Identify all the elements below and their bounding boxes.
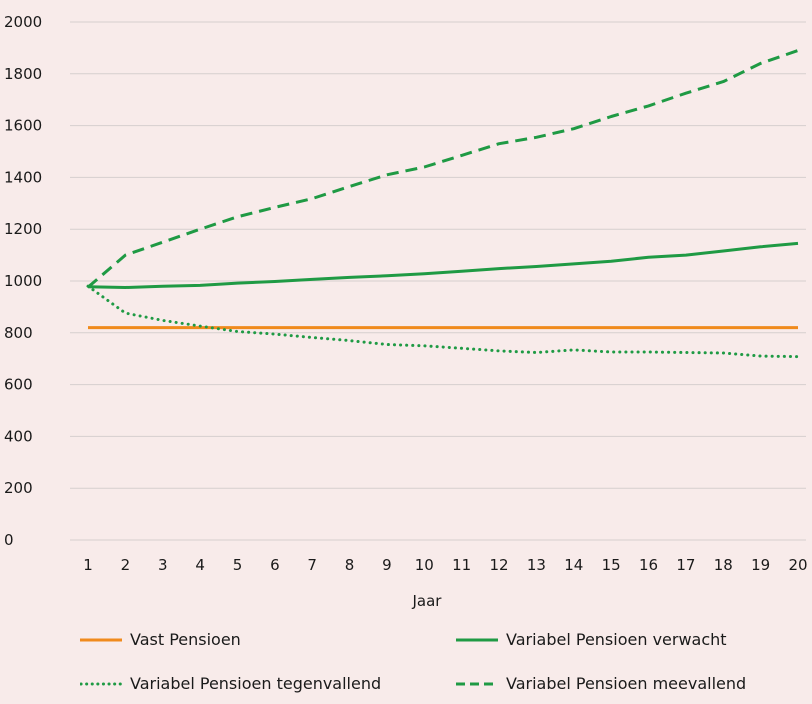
y-tick-label: 0 (4, 531, 14, 549)
y-tick-label: 200 (4, 479, 33, 497)
x-tick-label: 13 (527, 556, 546, 574)
legend-label-meevallend: Variabel Pensioen meevallend (506, 674, 747, 693)
x-tick-label: 8 (345, 556, 355, 574)
legend-swatch-tegenvallend (80, 682, 122, 685)
x-tick-label: 7 (307, 556, 317, 574)
x-axis-ticks: 1 2 3 4 5 6 7 8 9 10 11 12 13 14 15 16 17 18 19 20 (83, 556, 807, 574)
legend-swatch-meevallend (456, 682, 498, 685)
x-tick-label: 20 (788, 556, 807, 574)
grid (70, 21, 806, 541)
x-tick-label: 3 (158, 556, 168, 574)
y-tick-label: 1400 (4, 168, 42, 186)
legend-swatch-vast (80, 638, 122, 641)
x-tick-label: 15 (602, 556, 621, 574)
y-tick-label: 1800 (4, 65, 42, 83)
x-tick-label: 12 (490, 556, 509, 574)
series-variabel-meevallend (87, 49, 799, 289)
legend-item-tegenvallend: Variabel Pensioen tegenvallend (80, 674, 381, 693)
x-tick-label: 14 (564, 556, 583, 574)
legend-item-vast: Vast Pensioen (80, 630, 241, 649)
y-tick-label: 400 (4, 427, 33, 445)
legend-item-verwacht: Variabel Pensioen verwacht (456, 630, 727, 649)
x-tick-label: 1 (83, 556, 93, 574)
y-tick-label: 1000 (4, 272, 42, 290)
x-tick-label: 17 (676, 556, 695, 574)
y-tick-label: 2000 (4, 13, 42, 31)
y-tick-label: 800 (4, 324, 33, 342)
legend-label-vast: Vast Pensioen (130, 630, 241, 649)
x-axis-label: Jaar (412, 592, 443, 610)
y-tick-label: 600 (4, 376, 33, 394)
x-tick-label: 11 (452, 556, 471, 574)
legend: Vast Pensioen Variabel Pensioen verwacht… (0, 628, 812, 704)
x-tick-label: 16 (639, 556, 658, 574)
x-tick-label: 2 (121, 556, 131, 574)
y-tick-label: 1200 (4, 220, 42, 238)
series-variabel-tegenvallend (86, 284, 800, 359)
x-tick-label: 6 (270, 556, 280, 574)
legend-label-verwacht: Variabel Pensioen verwacht (506, 630, 727, 649)
y-tick-label: 1600 (4, 117, 42, 135)
x-tick-label: 5 (233, 556, 243, 574)
series-variabel-verwacht (87, 241, 799, 289)
legend-label-tegenvallend: Variabel Pensioen tegenvallend (130, 674, 382, 693)
legend-swatch-verwacht (456, 638, 498, 641)
x-tick-label: 19 (751, 556, 770, 574)
x-tick-label: 4 (195, 556, 205, 574)
x-tick-label: 18 (714, 556, 733, 574)
series-lines (86, 49, 800, 359)
x-tick-label: 9 (382, 556, 392, 574)
legend-item-meevallend: Variabel Pensioen meevallend (456, 674, 746, 693)
x-tick-label: 10 (415, 556, 434, 574)
y-axis-ticks: 0 200 400 600 800 1000 1200 1400 1600 1800 2000 (4, 13, 42, 549)
